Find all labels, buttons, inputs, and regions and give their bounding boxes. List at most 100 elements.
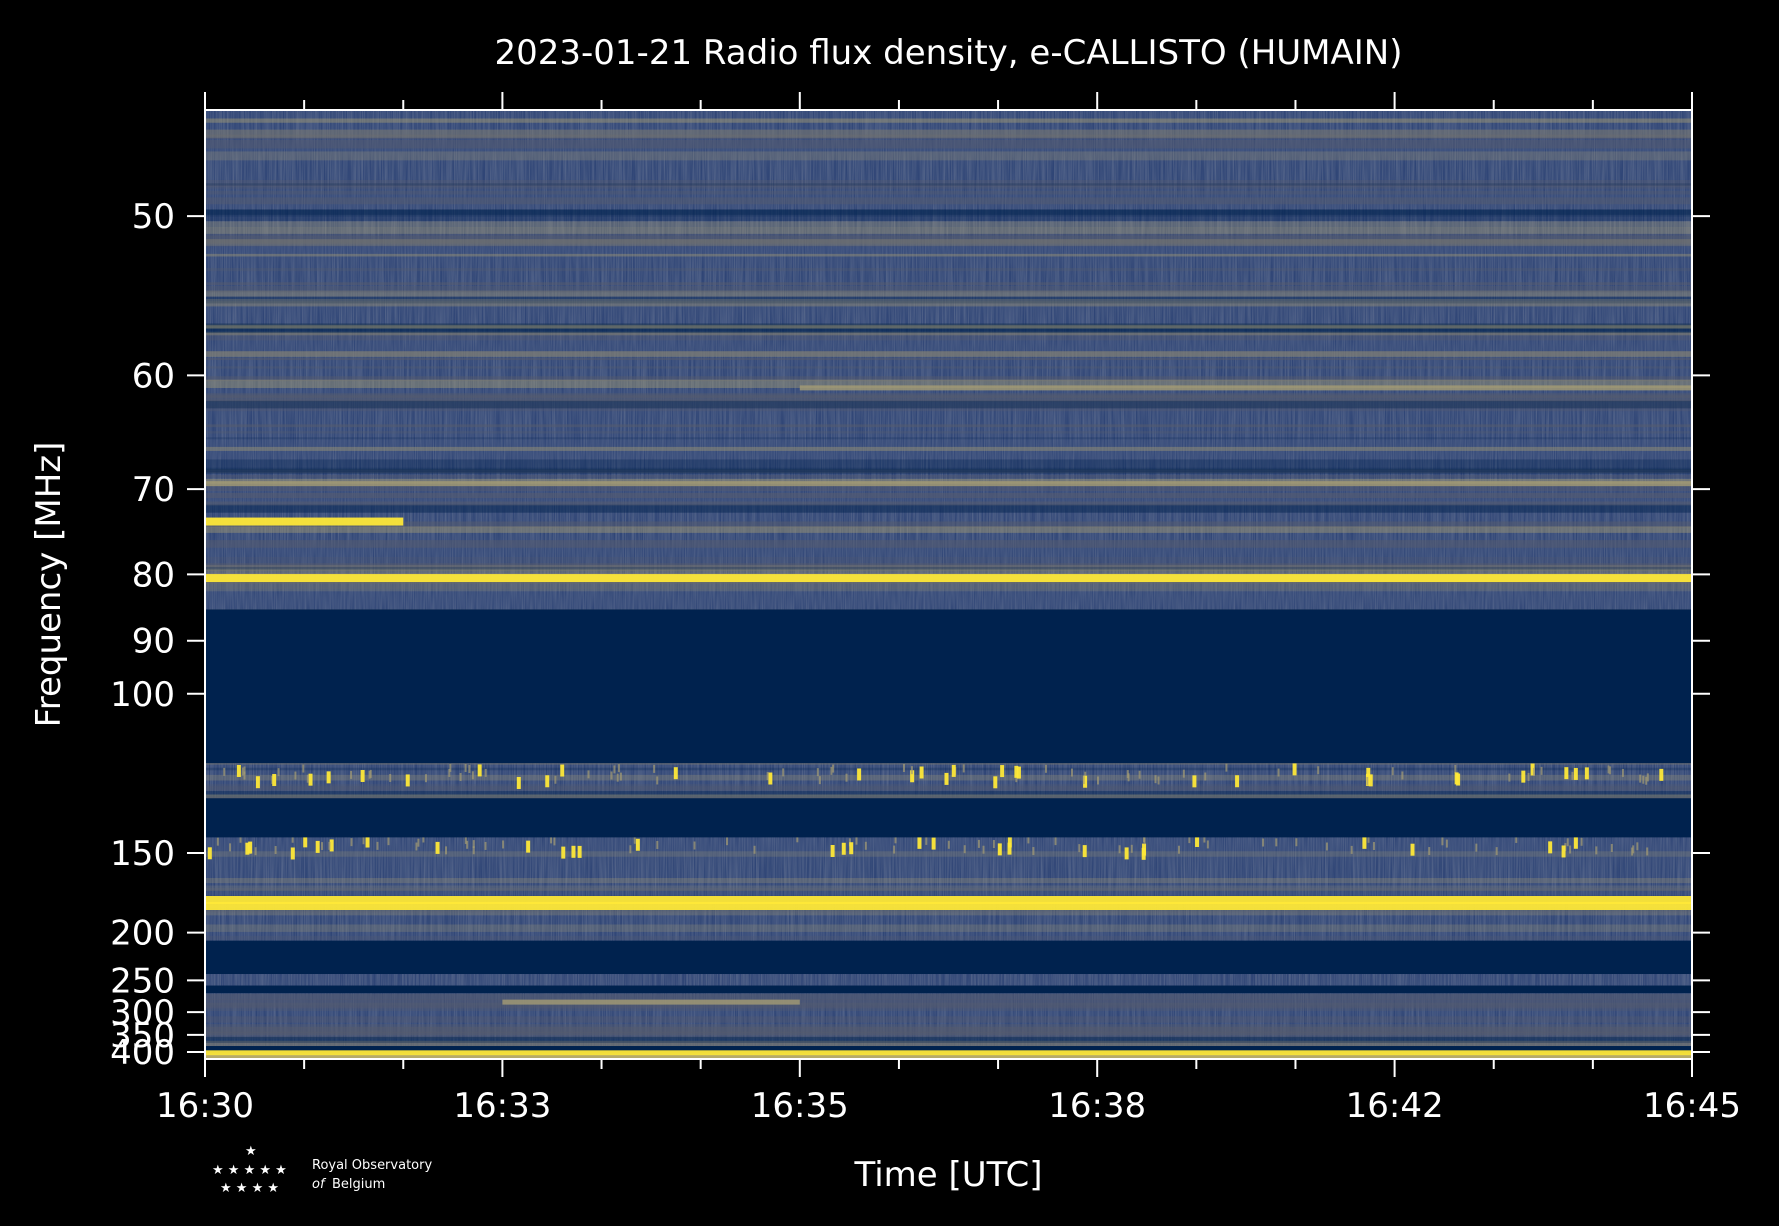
burst-mark [768, 772, 773, 785]
burst-mark [1192, 775, 1197, 788]
burst-mark [308, 773, 313, 786]
texture-band [205, 446, 1692, 451]
burst-mark [1016, 766, 1021, 779]
x-tick-label: 16:42 [1346, 1086, 1444, 1126]
texture-band [205, 1041, 1692, 1048]
texture-band [205, 851, 1692, 857]
texture-band [205, 183, 1692, 186]
burst-mark [448, 768, 451, 777]
texture-band [205, 424, 1692, 428]
burst-mark [1569, 845, 1572, 854]
burst-mark [1548, 841, 1553, 854]
burst-mark [782, 768, 785, 777]
texture-band [205, 501, 1692, 506]
texture-band [205, 268, 1692, 272]
texture-band [205, 431, 1692, 434]
burst-mark [997, 843, 1002, 856]
burst-mark [216, 837, 219, 846]
burst-mark [424, 774, 427, 783]
burst-mark [502, 840, 505, 849]
burst-mark [1138, 770, 1141, 779]
burst-mark [693, 841, 696, 850]
burst-mark [982, 845, 985, 854]
burst-mark [1607, 765, 1610, 774]
burst-mark [1540, 766, 1543, 775]
burst-mark [255, 776, 260, 789]
texture-band [205, 209, 1692, 215]
texture-band [205, 324, 1692, 333]
x-tick-label: 16:35 [751, 1086, 849, 1126]
burst-mark [1372, 842, 1375, 851]
burst-mark [1610, 843, 1613, 852]
texture-band [205, 910, 1692, 916]
texture-band [205, 470, 1692, 475]
burst-mark [553, 837, 556, 846]
texture-band [205, 908, 1692, 913]
texture-band [205, 118, 1692, 123]
burst-mark [1564, 767, 1569, 780]
burst-mark [1515, 834, 1518, 843]
plot-area [205, 110, 1692, 1059]
texture-band [205, 185, 1692, 190]
texture-band [205, 1016, 1692, 1023]
masked-band [205, 609, 1692, 764]
burst-mark [1646, 773, 1649, 782]
burst-mark [1621, 768, 1624, 777]
texture-band [205, 239, 1692, 247]
x-tick-label: 16:45 [1643, 1086, 1741, 1126]
texture-band [205, 786, 1692, 791]
texture-band [205, 227, 1692, 234]
burst-mark [1609, 766, 1612, 775]
burst-mark [1428, 847, 1431, 856]
burst-marks [207, 763, 1664, 860]
burst-mark [910, 770, 915, 783]
burst-mark [1632, 845, 1635, 854]
texture-band [205, 296, 1692, 304]
texture-band [205, 1036, 1692, 1043]
y-tick-label: 70 [132, 470, 175, 510]
burst-mark [422, 834, 425, 843]
y-tick-label: 80 [132, 555, 175, 595]
burst-mark [1262, 838, 1265, 847]
burst-mark [1007, 835, 1012, 848]
burst-mark [849, 842, 854, 855]
emission-line [205, 517, 404, 526]
texture-band [205, 468, 1692, 473]
burst-mark [471, 771, 474, 780]
burst-mark [1044, 764, 1047, 773]
burst-mark [902, 764, 905, 773]
burst-mark [1631, 847, 1634, 856]
burst-mark [617, 764, 620, 773]
burst-mark [1362, 836, 1367, 849]
texture-band [205, 301, 1692, 307]
burst-mark [277, 768, 280, 777]
texture-band [205, 469, 1692, 473]
burst-mark [245, 842, 250, 855]
burst-mark [992, 840, 995, 849]
burst-mark [1203, 834, 1206, 843]
burst-mark [1566, 838, 1569, 847]
texture-band [205, 504, 1692, 513]
svg-text:★ ★ ★ ★: ★ ★ ★ ★ [220, 1181, 279, 1196]
y-tick-label: 400 [110, 1033, 175, 1073]
emission-line [205, 1055, 1692, 1059]
burst-mark [1130, 844, 1133, 853]
burst-mark [1082, 776, 1085, 785]
masked-bands [205, 609, 1692, 1054]
burst-mark [947, 840, 950, 849]
texture-band [205, 566, 1692, 571]
burst-mark [832, 764, 835, 773]
burst-mark [1595, 846, 1598, 855]
emission-lines [205, 385, 1692, 1059]
texture-band [205, 376, 1692, 382]
burst-mark [796, 834, 799, 843]
texture-band [205, 299, 1692, 306]
burst-mark [274, 846, 277, 855]
x-axis-label: Time [UTC] [854, 1155, 1043, 1195]
burst-mark [415, 842, 418, 851]
burst-mark [1188, 835, 1191, 844]
burst-mark [484, 841, 487, 850]
svg-text:★: ★ [245, 1144, 257, 1159]
burst-mark [1527, 772, 1530, 781]
burst-mark [1441, 837, 1444, 846]
